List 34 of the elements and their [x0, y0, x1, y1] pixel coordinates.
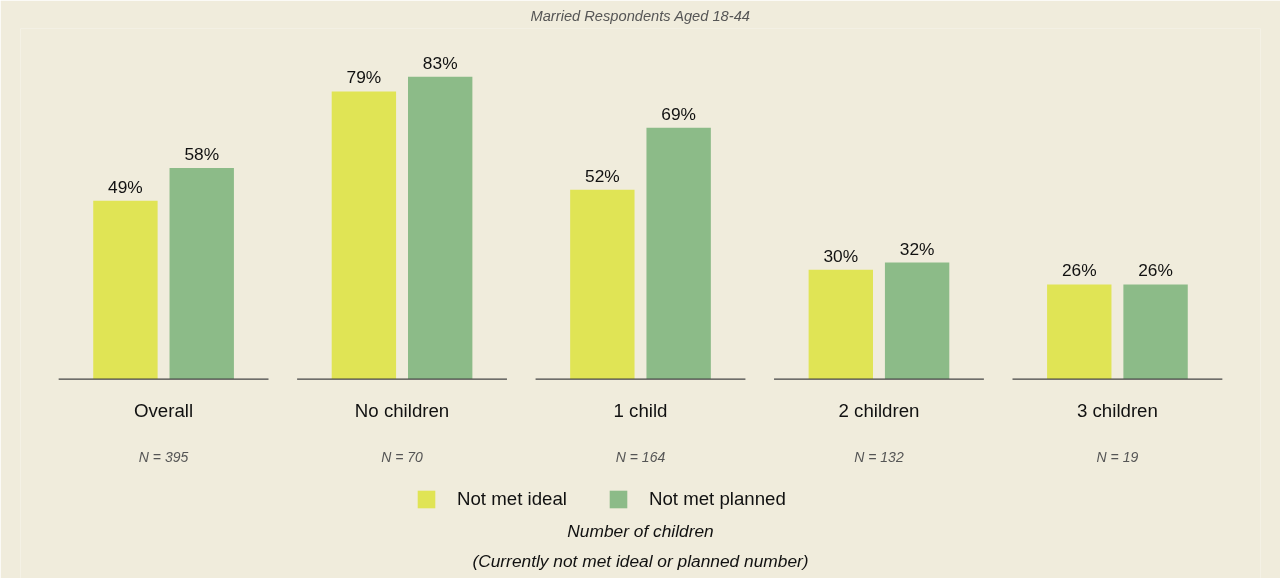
data-label: 79%	[346, 67, 382, 88]
data-label: 26%	[1061, 260, 1097, 281]
data-label: 26%	[1138, 260, 1173, 281]
bar	[646, 127, 711, 380]
x-tick-label: 1 child	[613, 400, 668, 422]
bar	[331, 91, 397, 380]
text: N = 395	[138, 448, 189, 465]
data-label: 52%	[585, 165, 620, 186]
text: N = 70	[381, 448, 424, 465]
text: N = 164	[615, 448, 666, 465]
data-label: 49%	[108, 176, 143, 197]
bar	[808, 269, 873, 380]
text: N = 19	[1096, 448, 1139, 465]
bar	[169, 167, 234, 380]
x-tick-label: No children	[354, 400, 450, 422]
bar	[884, 262, 950, 380]
legend-label: Not met ideal	[457, 488, 567, 510]
x-tick-label: Overall	[134, 400, 194, 422]
legend-label: Not met planned	[648, 488, 786, 510]
bar	[408, 76, 473, 380]
data-label: 32%	[899, 238, 935, 259]
data-label: 83%	[422, 52, 458, 73]
x-tick-label: 2 children	[838, 400, 920, 422]
bar	[1123, 284, 1188, 380]
data-label: 69%	[661, 103, 696, 124]
bar	[570, 189, 635, 380]
bar	[1047, 284, 1112, 380]
text: Number of children (Currently not met ideal or planned number)	[472, 521, 809, 572]
data-label: 58%	[184, 143, 220, 164]
data-label: 30%	[823, 245, 859, 266]
text: N = 132	[854, 448, 904, 465]
chart-title: Married Respondents Aged 18-44	[530, 7, 750, 24]
bar	[93, 200, 158, 380]
x-tick-label: 3 children	[1076, 400, 1158, 422]
